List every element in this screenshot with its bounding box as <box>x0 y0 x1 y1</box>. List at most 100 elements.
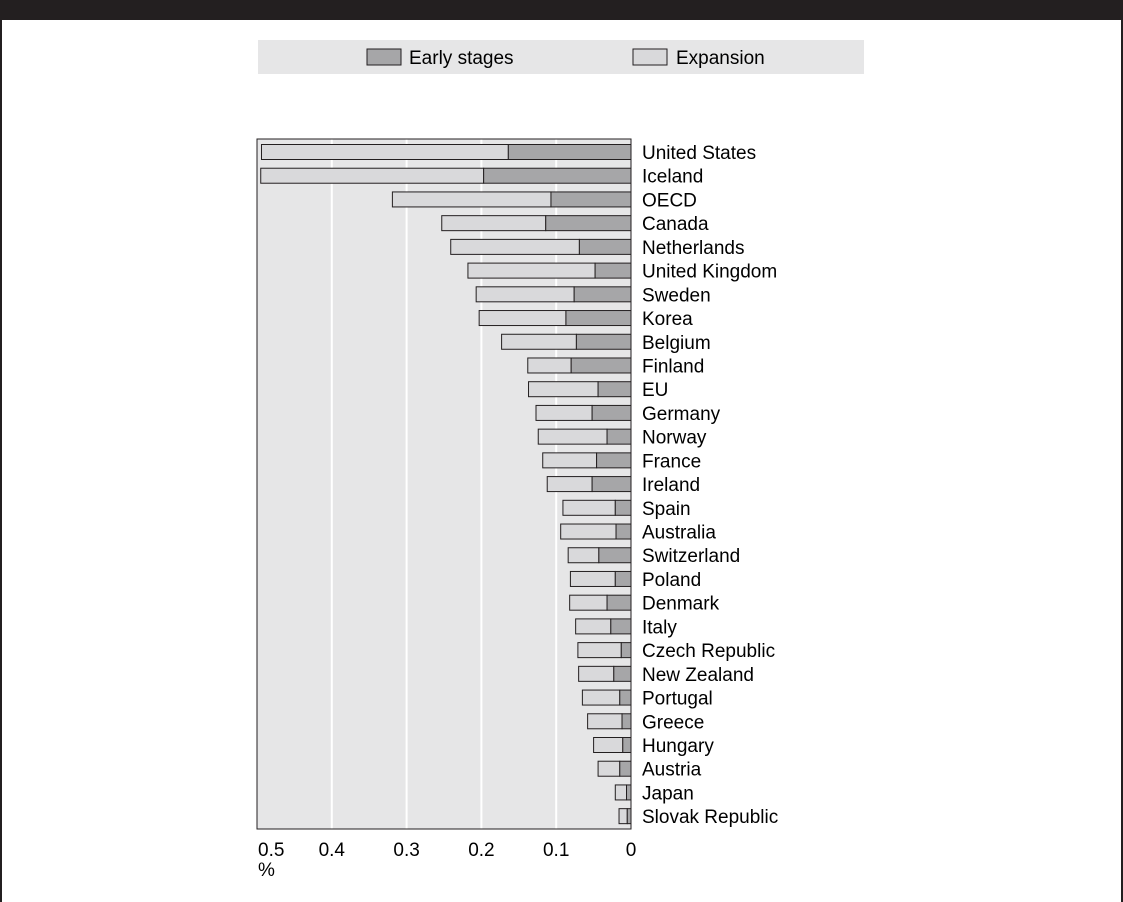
bar-early-stages <box>613 665 632 682</box>
bar-early-stages <box>606 594 632 611</box>
bar-expansion <box>587 713 623 730</box>
category-label: France <box>642 451 701 472</box>
bar-expansion <box>581 689 621 706</box>
bar-expansion <box>560 523 617 540</box>
bar-expansion <box>569 594 608 611</box>
bar-expansion <box>475 286 575 303</box>
category-label: New Zealand <box>642 665 754 686</box>
bar-expansion <box>391 191 552 208</box>
bar-expansion <box>260 167 485 184</box>
legend-background <box>258 40 864 74</box>
bar-early-stages <box>573 286 632 303</box>
category-label: Norway <box>642 428 707 449</box>
category-label: Ireland <box>642 475 700 496</box>
bar-expansion <box>478 310 567 327</box>
x-tick-label: 0 <box>626 840 637 861</box>
x-axis-tick-labels: 0.5 0.4 0.3 0.2 0.1 0 <box>258 840 636 861</box>
category-label: Czech Republic <box>642 641 775 662</box>
bar-early-stages <box>594 262 632 279</box>
bar-early-stages <box>615 523 632 540</box>
bar-expansion <box>542 452 598 469</box>
bar-expansion <box>593 737 624 753</box>
bar-expansion <box>575 618 612 635</box>
bar-early-stages <box>614 499 632 516</box>
bar-early-stages <box>591 476 632 493</box>
bar-early-stages <box>545 215 632 232</box>
legend: Early stages Expansion <box>258 40 864 74</box>
bar-expansion <box>546 476 593 493</box>
bar-early-stages <box>619 760 632 777</box>
x-tick-label: 0.5 <box>258 840 284 861</box>
bar-expansion <box>567 547 600 564</box>
x-tick-label: 0.3 <box>393 840 419 861</box>
bar-early-stages <box>591 404 632 421</box>
bar-expansion <box>467 262 596 279</box>
category-label: Iceland <box>642 167 703 188</box>
bar-expansion <box>260 144 509 160</box>
legend-swatch-early-stages <box>366 48 402 66</box>
bar-expansion <box>527 357 572 374</box>
category-label: Germany <box>642 404 721 425</box>
category-label: Portugal <box>642 689 713 710</box>
category-label: United States <box>642 143 756 164</box>
category-label: Canada <box>642 214 709 235</box>
bar-early-stages <box>507 144 632 160</box>
x-tick-label: 0.4 <box>319 840 346 861</box>
x-tick-label: 0.1 <box>543 840 569 861</box>
bar-expansion <box>528 381 599 398</box>
bar-early-stages <box>565 310 632 327</box>
bar-early-stages <box>626 784 632 801</box>
category-label: Austria <box>642 760 702 781</box>
bar-early-stages <box>575 333 632 350</box>
category-label: Poland <box>642 570 701 591</box>
bar-expansion <box>501 333 577 350</box>
bar-expansion <box>614 784 628 801</box>
category-label: Sweden <box>642 285 711 306</box>
x-tick-label: 0.2 <box>468 840 494 861</box>
bar-expansion <box>577 642 622 659</box>
category-label: OECD <box>642 190 697 211</box>
bar-expansion <box>578 665 615 682</box>
category-label: Finland <box>642 356 704 377</box>
unit-label: % <box>258 860 275 881</box>
category-label: Hungary <box>642 736 714 757</box>
bar-early-stages <box>597 381 632 398</box>
bar-early-stages <box>578 238 632 255</box>
bar-expansion <box>618 808 628 825</box>
category-label: EU <box>642 380 668 401</box>
legend-swatch-expansion <box>632 48 668 66</box>
bar-expansion <box>535 404 593 421</box>
bar-early-stages <box>483 167 632 184</box>
legend-label-expansion: Expansion <box>676 48 765 69</box>
bar-early-stages <box>626 808 632 825</box>
category-label: Belgium <box>642 333 711 354</box>
category-label: Slovak Republic <box>642 807 778 828</box>
bar-early-stages <box>622 737 632 753</box>
plot-border <box>256 138 632 830</box>
bar-expansion <box>537 428 608 445</box>
category-label: Switzerland <box>642 546 740 567</box>
bars <box>260 144 632 825</box>
bar-early-stages <box>606 428 632 445</box>
bar-early-stages <box>550 191 632 208</box>
category-label: Greece <box>642 712 704 733</box>
legend-label-early-stages: Early stages <box>409 48 514 69</box>
bar-expansion <box>441 215 547 232</box>
bar-early-stages <box>614 570 632 587</box>
category-label: Italy <box>642 617 677 638</box>
bar-early-stages <box>598 547 632 564</box>
bar-early-stages <box>619 689 632 706</box>
bar-early-stages <box>570 357 632 374</box>
bar-expansion <box>597 760 621 777</box>
bar-expansion <box>569 570 616 587</box>
category-label: Netherlands <box>642 238 744 259</box>
category-label: Japan <box>642 783 694 804</box>
bar-early-stages <box>620 642 632 659</box>
bar-early-stages <box>621 713 632 730</box>
bar-early-stages <box>596 452 632 469</box>
bar-expansion <box>450 238 580 255</box>
category-label: Australia <box>642 523 716 544</box>
category-label: Korea <box>642 309 693 330</box>
